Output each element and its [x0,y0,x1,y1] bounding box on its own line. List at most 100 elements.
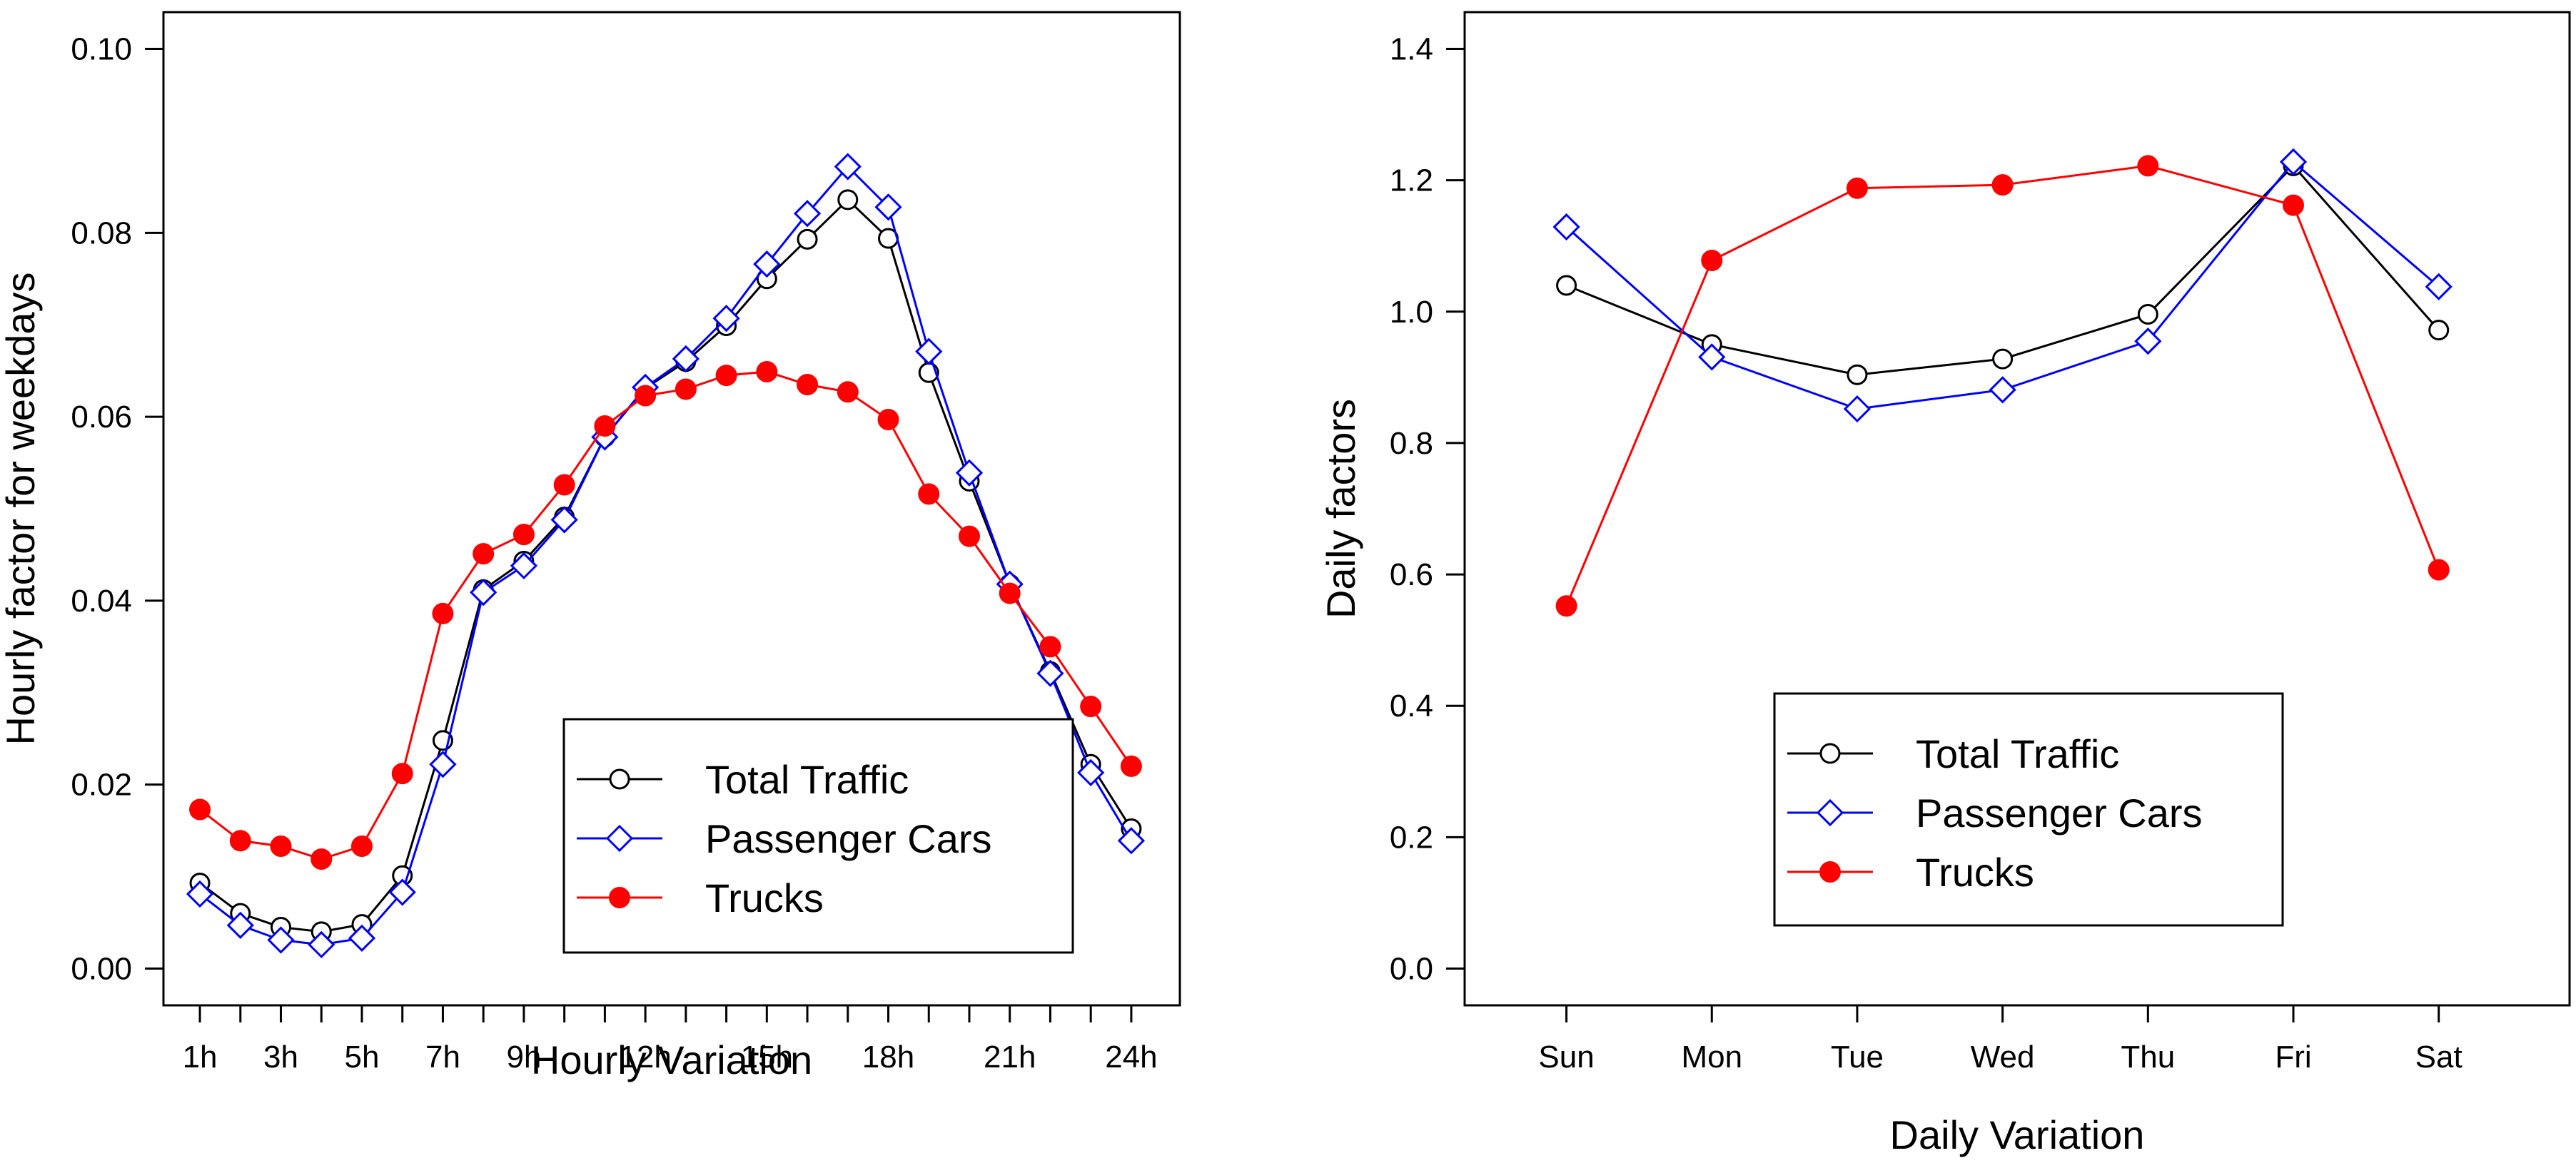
legend-label: Trucks [1916,850,2034,895]
series-trucks [189,360,1142,870]
y-tick-label: 0.06 [71,400,132,435]
data-point-passenger-cars [672,345,699,373]
data-point-total-traffic [837,189,859,210]
data-point-passenger-cars [793,200,822,228]
data-point-passenger-cars [470,579,497,606]
data-point-passenger-cars [753,250,781,278]
y-tick-label: 0.8 [1390,426,1433,461]
legend-item-total-traffic: Total Traffic [1787,731,2119,776]
data-point-trucks [350,836,373,858]
legend-item-total-traffic: Total Traffic [577,757,909,802]
data-point-passenger-cars [955,459,984,487]
y-tick-label: 0.2 [1390,820,1433,855]
legend-item-passenger-cars: Passenger Cars [577,816,992,861]
legend-marker [1816,798,1844,827]
data-point-passenger-cars [2425,273,2453,300]
x-tick-label: 24h [1105,1040,1157,1075]
data-point-trucks [432,602,454,624]
data-point-total-traffic [2137,303,2158,325]
data-point-total-traffic [1556,275,1577,296]
legend-marker [1819,861,1841,883]
plot-frame [1463,11,2571,1007]
y-tick-label: 0.04 [71,584,132,619]
legend: Total Traffic Passenger Cars Trucks [562,718,1074,954]
y-tick-label: 0.02 [71,768,132,803]
data-point-trucks [797,374,819,395]
y-tick-label: 1.0 [1390,295,1433,330]
legend-label: Total Traffic [705,757,909,802]
plot-frame [162,11,1181,1007]
data-point-passenger-cars [1552,213,1580,241]
x-tick-label: 15h [741,1040,793,1075]
y-axis: 0.0 0.2 0.4 0.6 0.8 1.0 1.2 1.4 [1390,32,1465,986]
data-point-passenger-cars [186,880,214,908]
legend-label: Passenger Cars [1916,791,2203,836]
data-point-trucks [512,524,535,546]
data-point-trucks [2428,559,2450,581]
x-tick-label: Sat [2415,1040,2463,1075]
data-point-total-traffic [1847,364,1868,385]
data-point-total-traffic [1992,348,2014,370]
y-tick-label: 0.0 [1390,951,1433,986]
data-point-passenger-cars [429,751,457,778]
legend-frame [1773,692,2284,927]
data-point-trucks [391,763,413,785]
data-point-passenger-cars [712,305,740,332]
data-point-trucks [594,415,616,437]
data-point-trucks [756,360,778,382]
data-point-total-traffic [797,228,818,250]
data-point-trucks [958,525,980,547]
x-tick-label: 12h [619,1040,671,1075]
data-point-passenger-cars [1698,343,1726,371]
data-point-passenger-cars [226,911,254,939]
daily-variation-chart: 0.0 0.2 0.4 0.6 0.8 1.0 1.2 1.4 Sun Mon Tue Wed Thu F… [1318,11,2571,1157]
data-point-passenger-cars [267,926,295,954]
y-tick-label: 1.2 [1390,163,1433,198]
y-axis-title: Hourly factor for weekdays [0,273,43,746]
legend-marker [609,768,630,790]
y-axis: 0.00 0.02 0.04 0.06 0.08 0.10 [71,32,163,986]
x-tick-label: Sun [1538,1040,1594,1075]
data-point-trucks [1701,250,1723,271]
y-tick-label: 0.4 [1390,689,1433,723]
data-point-trucks [877,408,899,430]
data-point-trucks [675,378,697,400]
data-point-passenger-cars [915,337,943,365]
data-point-trucks [189,798,211,821]
data-point-trucks [1991,174,2014,196]
x-tick-label: 18h [862,1040,914,1075]
x-tick-label: 9h [506,1040,541,1075]
legend-item-trucks: Trucks [1787,850,2034,895]
legend-label: Passenger Cars [705,816,992,861]
data-point-passenger-cars [550,506,578,534]
legend-marker [609,887,630,908]
data-point-trucks [1039,636,1061,658]
y-tick-label: 1.4 [1390,32,1433,67]
legend-marker [1819,743,1841,764]
data-point-passenger-cars [510,552,538,580]
x-axis: 1h 3h 5h 7h 9h 12h 15h 18h 21h 24h [183,1005,1158,1075]
x-tick-label: Mon [1681,1040,1742,1075]
legend-item-passenger-cars: Passenger Cars [1787,791,2203,836]
x-tick-label: 7h [425,1040,460,1075]
x-axis: Sun Mon Tue Wed Thu Fri Sat [1538,1005,2463,1075]
data-point-trucks [2283,194,2304,216]
y-tick-label: 0.10 [71,32,132,67]
data-point-passenger-cars [388,878,416,906]
data-point-trucks [635,385,657,407]
legend-marker [605,824,634,853]
data-point-passenger-cars [874,193,902,221]
data-point-passenger-cars [1117,827,1146,855]
data-point-passenger-cars [2279,148,2308,176]
data-point-passenger-cars [308,930,335,959]
y-axis-title: Daily factors [1318,399,1363,619]
data-point-passenger-cars [1843,395,1872,423]
data-point-trucks [2137,155,2159,177]
y-tick-label: 0.00 [71,951,132,986]
x-tick-label: Thu [2121,1040,2175,1075]
data-point-passenger-cars [2134,327,2162,355]
y-tick-label: 0.6 [1390,557,1433,592]
legend-frame [562,718,1074,954]
